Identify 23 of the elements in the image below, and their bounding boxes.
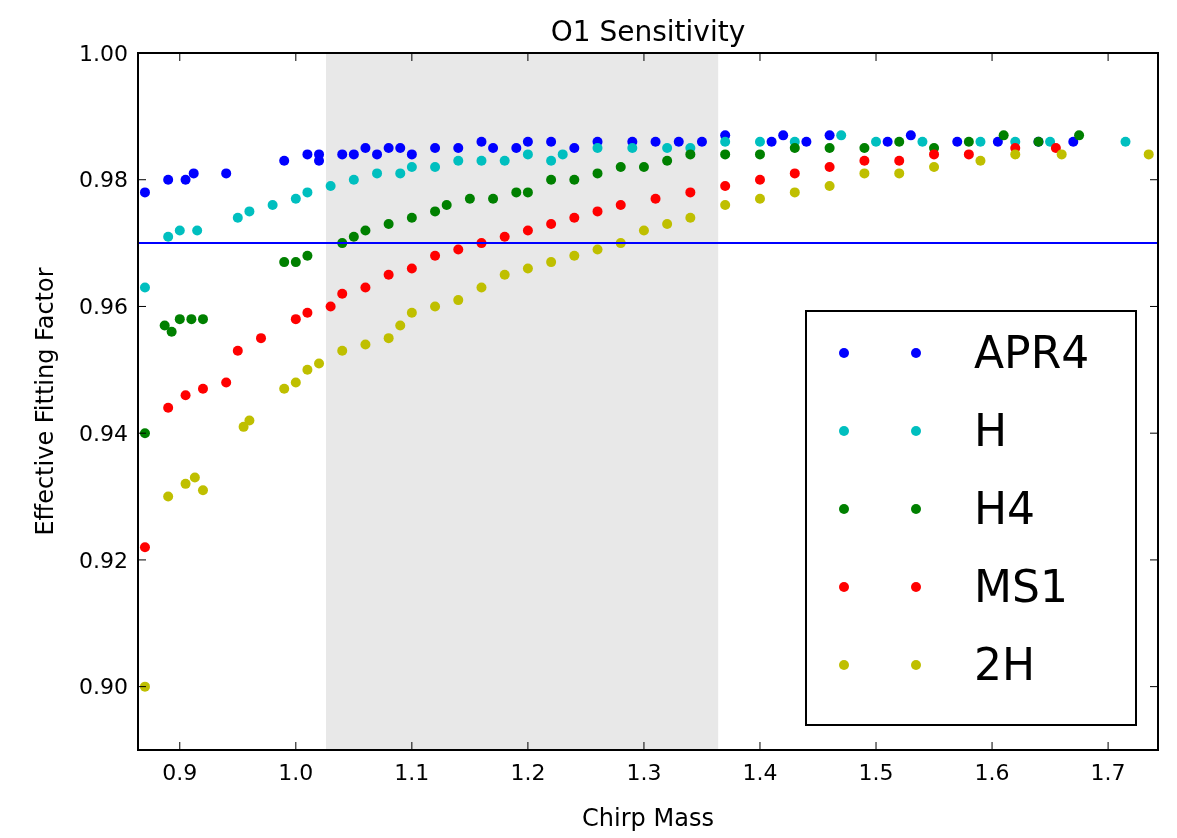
- legend-label: APR4: [974, 327, 1090, 379]
- y-tick-label: 0.94: [79, 420, 128, 446]
- x-tick-label: 1.6: [974, 760, 1010, 785]
- legend-label: 2H: [974, 639, 1036, 691]
- y-tick-label: 0.98: [79, 167, 128, 193]
- y-tick-label: 1.00: [79, 40, 128, 66]
- y-axis-title: Effective Fitting Factor: [31, 267, 59, 536]
- x-tick-label: 1.4: [742, 760, 778, 785]
- legend-label: MS1: [974, 561, 1068, 613]
- x-tick-label: 1.5: [858, 760, 894, 785]
- y-tick-label: 0.90: [79, 674, 128, 700]
- legend-label: H: [974, 405, 1008, 457]
- x-tick-label: 1.2: [510, 760, 546, 785]
- y-tick-label: 0.92: [79, 547, 128, 573]
- x-tick-label: 1.7: [1090, 760, 1126, 785]
- x-axis-title: Chirp Mass: [582, 804, 714, 832]
- y-tick-label: 0.96: [79, 294, 128, 320]
- x-tick-label: 1.3: [626, 760, 662, 785]
- x-tick-label: 1.1: [394, 760, 430, 785]
- legend-label: H4: [974, 483, 1036, 535]
- chart-title: O1 Sensitivity: [550, 15, 746, 48]
- x-tick-label: 1.0: [278, 760, 314, 785]
- x-tick-label: 0.9: [162, 760, 198, 785]
